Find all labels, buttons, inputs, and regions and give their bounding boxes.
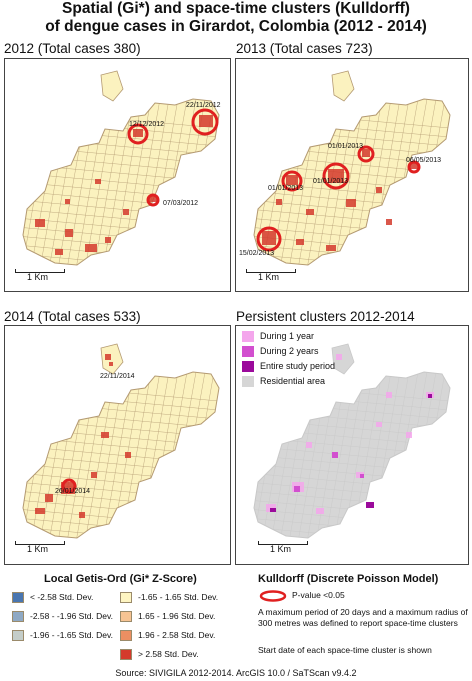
cluster-date-label: 22/11/2012 <box>186 102 221 109</box>
cluster-date-label: 06/05/2013 <box>406 157 441 164</box>
scale-bar: 1 Km <box>15 269 65 283</box>
pvalue-circle-icon <box>258 589 288 602</box>
legend-label: During 2 years <box>260 346 319 356</box>
scale-bar: 1 Km <box>258 541 308 555</box>
panel-label-2014: 2014 (Total cases 533) <box>4 309 141 324</box>
gi-legend-label: -2.58 - -1.96 Std. Dev. <box>30 611 113 621</box>
cluster-circle <box>256 226 282 252</box>
legend-label: Entire study period <box>260 361 336 371</box>
cluster-circle <box>407 160 421 174</box>
gi-legend-title: Local Getis-Ord (Gi* Z-Score) <box>44 573 197 585</box>
scale-bar-label: 1 Km <box>27 272 49 282</box>
kulldorff-note-period: A maximum period of 20 days and a maximu… <box>258 607 468 628</box>
scale-bar: 1 Km <box>246 269 296 283</box>
gi-legend-swatch <box>120 592 132 603</box>
gi-legend-label: -1.96 - -1.65 Std. Dev. <box>30 630 113 640</box>
legend-swatch-1yr <box>242 331 254 342</box>
kulldorff-note-dates: Start date of each space-time cluster is… <box>258 645 432 655</box>
gi-legend-swatch <box>120 611 132 622</box>
map-2012: 12/12/2012 22/11/2012 07/03/2012 <box>22 70 221 266</box>
cluster-circle <box>146 193 160 207</box>
gi-legend-label: -1.65 - 1.65 Std. Dev. <box>138 592 219 602</box>
panel-label-2012: 2012 (Total cases 380) <box>4 41 141 56</box>
gi-legend-label: 1.96 - 2.58 Std. Dev. <box>138 630 216 640</box>
cluster-date-label: 01/01/2013 <box>313 178 348 185</box>
legend-swatch-residential <box>242 376 254 387</box>
pvalue-label: P-value <0.05 <box>292 590 345 600</box>
gi-legend-swatch <box>120 649 132 660</box>
panel-label-persistent: Persistent clusters 2012-2014 <box>236 309 415 324</box>
legend-swatch-entire <box>242 361 254 372</box>
legend-label: During 1 year <box>260 331 315 341</box>
cluster-circle <box>322 162 350 190</box>
cluster-date-label: 01/01/2013 <box>268 185 303 192</box>
panel-label-2013: 2013 (Total cases 723) <box>236 41 373 56</box>
cluster-circle <box>61 478 77 494</box>
cluster-date-label: 15/02/2013 <box>239 250 274 257</box>
map-2013: 01/01/2013 06/05/2013 01/01/2013 01/01/2… <box>239 70 451 266</box>
persistent-clusters <box>266 354 434 514</box>
scale-bar-label: 1 Km <box>270 544 292 554</box>
hotspots-2012 <box>35 115 213 255</box>
figure-title: Spatial (Gi*) and space-time clusters (K… <box>0 0 472 36</box>
cluster-date-label: 26/01/2014 <box>55 488 90 495</box>
cluster-circle <box>127 123 149 145</box>
source-caption: Source: SIVIGILA 2012-2014. ArcGIS 10.0 … <box>115 668 357 678</box>
cluster-date-label: 22/11/2014 <box>100 373 135 380</box>
scale-bar: 1 Km <box>15 541 65 555</box>
gi-legend-label: 1.65 - 1.96 Std. Dev. <box>138 611 216 621</box>
cluster-circle <box>357 145 375 163</box>
cluster-circle <box>281 170 303 192</box>
kulldorff-legend-title: Kulldorff (Discrete Poisson Model) <box>258 573 439 585</box>
map-panel-2013: 01/01/2013 06/05/2013 01/01/2013 01/01/2… <box>235 58 469 292</box>
title-line-1: Spatial (Gi*) and space-time clusters (K… <box>62 0 410 17</box>
hotspots-2013 <box>262 149 418 251</box>
cluster-circle <box>191 108 219 136</box>
scale-bar-label: 1 Km <box>27 544 49 554</box>
gi-legend-label: < -2.58 Std. Dev. <box>30 592 94 602</box>
map-panel-persistent: During 1 year During 2 years Entire stud… <box>235 325 469 565</box>
scale-bar-label: 1 Km <box>258 272 280 282</box>
title-line-2: of dengue cases in Girardot, Colombia (2… <box>45 18 427 35</box>
map-persistent <box>253 343 451 539</box>
gi-legend-swatch <box>12 611 24 622</box>
cluster-date-label: 12/12/2012 <box>129 121 164 128</box>
gi-legend-label: > 2.58 Std. Dev. <box>138 649 199 659</box>
cluster-date-label: 01/01/2013 <box>328 143 363 150</box>
gi-legend-swatch <box>12 630 24 641</box>
gi-legend-swatch <box>12 592 24 603</box>
cluster-date-label: 07/03/2012 <box>163 200 198 207</box>
map-panel-2012: 12/12/2012 22/11/2012 07/03/2012 1 Km <box>4 58 231 292</box>
map-panel-2014: 22/11/2014 26/01/2014 1 Km <box>4 325 231 565</box>
map-2014: 22/11/2014 26/01/2014 <box>22 343 220 539</box>
legend-label: Residential area <box>260 376 326 386</box>
gi-legend-swatch <box>120 630 132 641</box>
legend-swatch-2yr <box>242 346 254 357</box>
